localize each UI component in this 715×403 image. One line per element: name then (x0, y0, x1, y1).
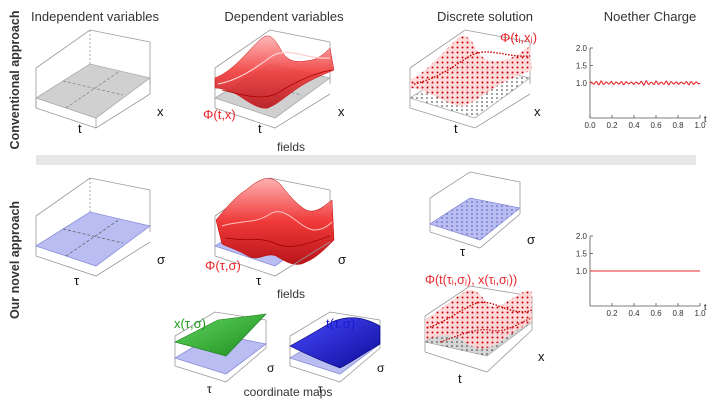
x-tick-label: 0.2 (606, 121, 618, 130)
fields-caption: fields (277, 287, 305, 301)
x-tick-label: 0.6 (650, 121, 662, 130)
plot-independent-tau-sigma: τ σ (35, 177, 165, 288)
axis-label-tau: τ (207, 382, 212, 396)
x-tick-label: 0.4 (628, 309, 640, 318)
header-noether-charge: Noether Charge (604, 9, 697, 24)
phi-tau-sigma-label: Φ(τ,σ) (205, 258, 241, 273)
y-tick-label: 1.0 (576, 267, 588, 276)
phi-ti-xj-label: Φ(tᵢ,xⱼ) (500, 30, 537, 45)
blue-plane (35, 211, 151, 267)
x-map-label: x(τ,σ) (174, 316, 206, 331)
x-tick-label: 0.8 (672, 309, 684, 318)
axis-label-x: x (534, 104, 541, 119)
axis-label-x: x (338, 104, 345, 119)
green-surface (174, 313, 267, 357)
x-tick-label: 0.0 (584, 121, 596, 130)
x-tick-label: 0.4 (628, 121, 640, 130)
header-discrete-solution: Discrete solution (437, 9, 533, 24)
axis-label-sigma: σ (338, 252, 346, 267)
x-tick-label: 0.8 (672, 121, 684, 130)
plot-dependent-phi-tx: Φ(t,x) t x fields (203, 29, 345, 154)
x-tick-label: 0.2 (606, 309, 618, 318)
series-line-noether-charge (589, 80, 701, 86)
row-label-novel: Our novel approach (8, 201, 22, 319)
x-axis-label: t (704, 302, 707, 312)
row-separator (36, 155, 696, 165)
x-axis-label: t (704, 114, 707, 124)
t-map-label: t(τ,σ) (326, 316, 355, 331)
axis-label-t: t (458, 371, 462, 386)
y-tick-label: 1.0 (576, 79, 588, 88)
phi-tx-label: Φ(t,x) (203, 107, 236, 122)
plot-discrete-composite: Φ(t(τᵢ,σⱼ), x(τᵢ,σⱼ)) t x (424, 273, 545, 386)
axis-label-t: t (454, 121, 458, 136)
fields-caption: fields (277, 140, 305, 154)
noether-charge-chart-novel: 1.01.52.00.2 0.4 0.6 0.8 1.0t (576, 232, 707, 318)
y-tick-label: 2.0 (576, 44, 588, 53)
red-field-surface (214, 35, 335, 109)
x-tick-label: 0.6 (650, 309, 662, 318)
header-independent-variables: Independent variables (31, 9, 159, 24)
y-tick-label: 1.5 (576, 250, 588, 259)
axis-label-tau: τ (318, 382, 323, 396)
y-tick-label: 2.0 (576, 232, 588, 241)
axis-label-sigma: σ (267, 361, 275, 375)
plot-discrete-tau-sigma: τ σ (429, 171, 535, 259)
row-label-conventional: Conventional approach (8, 11, 22, 150)
axis-label-t: t (258, 121, 262, 136)
axis-label-t: t (78, 121, 82, 136)
plot-independent-tx: t x (35, 29, 164, 136)
blue-map-surface (289, 317, 381, 369)
axis-label-tau: τ (74, 273, 80, 288)
axis-label-tau: τ (460, 244, 466, 259)
x-tick-label: 1.0 (694, 309, 706, 318)
axis-label-sigma: σ (157, 252, 165, 267)
noether-charge-chart-conventional: 1.01.52.00.0 0.2 0.4 0.6 0.8 1.0t (576, 44, 707, 130)
header-dependent-variables: Dependent variables (224, 9, 344, 24)
grey-plane (35, 63, 151, 119)
coordinate-maps-caption: coordinate maps (244, 385, 333, 399)
axis-label-x: x (157, 104, 164, 119)
y-tick-label: 1.5 (576, 62, 588, 71)
red-field-surface (215, 178, 335, 265)
axis-label-sigma: σ (377, 361, 385, 375)
phi-composite-label: Φ(t(τᵢ,σⱼ), x(τᵢ,σⱼ)) (425, 273, 517, 287)
plot-discrete-solution: Φ(tᵢ,xⱼ) t x (409, 29, 541, 136)
axis-label-sigma: σ (527, 232, 535, 247)
axis-label-tau: τ (256, 273, 262, 288)
plot-dependent-phi-tau-sigma: Φ(τ,σ) τ σ fields (205, 177, 346, 301)
axis-label-x: x (538, 349, 545, 364)
plot-coordinate-map-x: x(τ,σ) τ σ (174, 311, 275, 396)
plot-coordinate-map-t: t(τ,σ) τ σ (289, 311, 385, 396)
x-tick-label: 1.0 (694, 121, 706, 130)
